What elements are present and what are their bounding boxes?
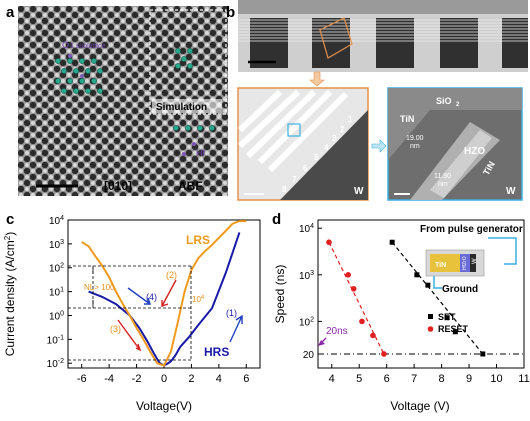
point-reset	[359, 318, 365, 325]
layer-num-1: 1	[348, 115, 353, 124]
legend-label-set: SET	[438, 312, 456, 322]
label-sio2-sub: 2	[456, 102, 460, 108]
point-set	[480, 351, 486, 357]
chart-d-xtick-label: 8	[439, 373, 445, 385]
chart-c-xtick-label: 4	[216, 373, 222, 385]
label-thickness-2: 11.90	[434, 173, 451, 180]
label-hzo: HZO	[464, 146, 485, 157]
legend-marker-set	[428, 314, 433, 319]
label-zone-axis: [010]	[104, 179, 132, 193]
label-sio2: SiO	[436, 96, 452, 106]
chart-d-ylabel: Speed (ns)	[273, 265, 287, 324]
layer-num-6: 6	[303, 164, 308, 173]
annot-ratio: 104	[192, 295, 205, 304]
label-o-sublattice: O	[62, 40, 69, 50]
chart-d-xtick-label: 10	[490, 373, 502, 385]
layer-num-7: 7	[292, 175, 297, 184]
annot-lrs: LRS	[186, 233, 210, 247]
device-label-hzo: HfZrO	[462, 256, 468, 270]
chart-d-xtick-label: 7	[411, 373, 417, 385]
label-abf: ABF	[178, 179, 203, 193]
annot-ground: Ground	[442, 284, 478, 295]
label-o-sublattice-sub: 1 sublattice	[70, 43, 106, 50]
chart-d-xlabel: Voltage (V)	[390, 399, 449, 413]
label-hf: Hf	[196, 148, 205, 158]
panel-c-jv-chart: 10-2 10-1 100 101 102 103 104 -6 -4 -2 0 2 4 6 Volta…	[3, 215, 261, 413]
panel-d-letter: d	[272, 211, 282, 228]
annot-pulse: From pulse generator	[420, 224, 523, 235]
chart-c-ytick-label: 102	[49, 263, 64, 275]
point-reset	[381, 351, 387, 357]
chart-c-ylabel: Current density (A/cm2)	[3, 232, 17, 357]
annot-step4: (4)	[146, 292, 157, 302]
point-reset	[326, 239, 332, 246]
panel-a-letter: a	[6, 4, 15, 21]
layer-num-8: 8	[282, 185, 287, 194]
chart-d-xtick-label: 4	[329, 373, 335, 385]
point-reset	[345, 272, 352, 278]
label-thickness-1-unit: nm	[410, 143, 420, 150]
chart-c-ytick-label: 10-2	[47, 358, 64, 370]
legend-marker-reset	[427, 326, 434, 332]
chart-c-xtick-label: 2	[188, 373, 194, 385]
panel-c-letter: c	[6, 211, 15, 228]
point-set	[452, 329, 458, 335]
annot-nl: NL> 100	[84, 283, 115, 292]
layer-num-4: 4	[324, 143, 329, 152]
device-label-w: W	[472, 258, 478, 264]
point-reset	[350, 286, 357, 292]
chart-c-ytick-label: 101	[49, 287, 64, 299]
chart-d-xtick-label: 5	[356, 373, 362, 385]
label-thickness-1: 19.00	[406, 135, 424, 142]
chart-d-xtick-label: 11	[518, 373, 529, 385]
chart-d-xtick-label: 9	[466, 373, 472, 385]
device-label-tin: TiN	[435, 262, 446, 269]
chart-d-legend: SET RESET	[427, 312, 469, 334]
chart-c-xtick-label: 0	[161, 373, 167, 385]
chart-c-ytick-label: 10-1	[47, 334, 64, 346]
point-set	[414, 272, 420, 278]
chart-c-xlabel: Voltage(V)	[136, 399, 192, 413]
label-simulation: Simulation	[156, 102, 207, 113]
point-set	[425, 282, 431, 288]
chart-d-ytick-label: 20	[303, 350, 315, 361]
panel-a-haadf-abf-image: O 1 sublattice Hf Simulation [010] ABF	[18, 6, 228, 196]
annot-step1: (1)	[226, 308, 237, 318]
chart-d-ytick-label: 102	[299, 316, 314, 328]
chart-c-xtick-label: -4	[104, 373, 114, 385]
point-set	[444, 315, 450, 321]
point-set	[389, 239, 395, 245]
label-thickness-2-unit: nm	[438, 181, 448, 188]
legend-label-reset: RESET	[438, 324, 469, 334]
label-w-middle: W	[354, 186, 364, 197]
layer-num-3: 3	[332, 134, 337, 143]
chart-c-xtick-label: 6	[243, 373, 249, 385]
chart-c-ytick-label: 103	[49, 239, 64, 251]
chart-d-xtick-label: 6	[384, 373, 390, 385]
chart-d-ytick-label: 103	[299, 270, 314, 282]
panel-b-letter: b	[226, 4, 236, 21]
chart-c-xtick-label: -6	[77, 373, 87, 385]
point-reset	[370, 332, 376, 339]
chart-d-frame	[317, 219, 525, 369]
fit-line-set	[391, 241, 484, 355]
chart-c-xtick-label: -2	[132, 373, 142, 385]
annot-20ns: 20ns	[326, 326, 348, 337]
chart-c-ytick-label: 104	[49, 215, 64, 227]
chart-c-frame	[67, 219, 261, 369]
label-w-right: W	[506, 186, 516, 197]
label-tin-top: TiN	[400, 114, 414, 124]
chart-c-ytick-label: 100	[49, 310, 64, 322]
series-line-lrs	[81, 220, 247, 367]
layer-num-2: 2	[340, 125, 345, 134]
annot-step3: (3)	[110, 324, 121, 334]
chart-d-ytick-label: 104	[299, 223, 314, 235]
layer-num-5: 5	[314, 153, 319, 162]
panel-d-speed-chart: 102 103 104 20 4 5 6 7 8 9 10 11 Voltage (V) Speed…	[273, 219, 530, 413]
annot-step2: (2)	[166, 270, 177, 280]
annot-hrs: HRS	[204, 345, 229, 359]
panel-b-tem-images: 1 2 3 4 5 6 7 8 W SiO 2 TiN 19.00 nm HZO…	[237, 0, 528, 201]
